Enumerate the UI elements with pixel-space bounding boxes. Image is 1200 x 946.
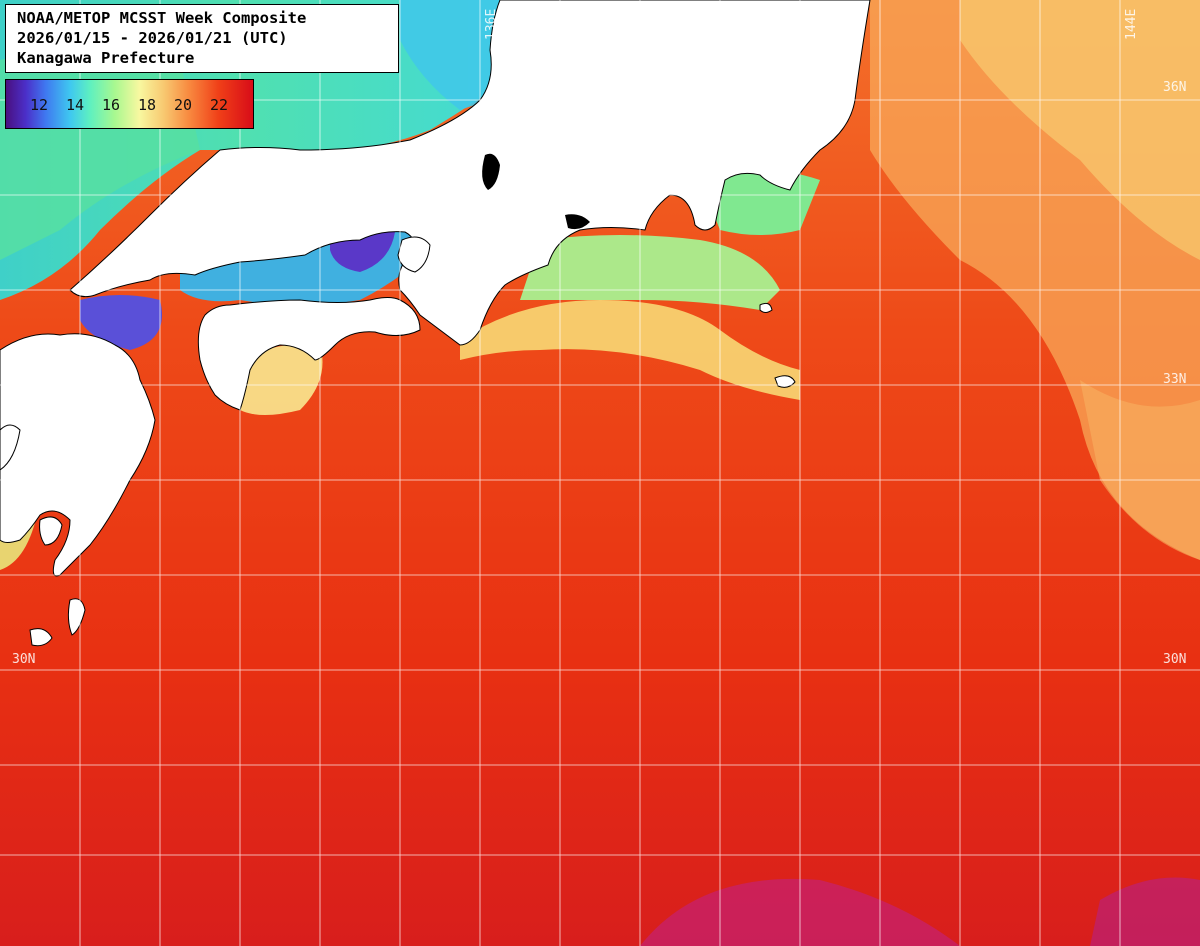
color-scale-legend: 12 14 16 18 20 22 [5, 79, 254, 129]
legend-label: 22 [210, 96, 229, 114]
title-line-2: 2026/01/15 - 2026/01/21 (UTC) [17, 29, 288, 47]
legend-label: 14 [66, 96, 85, 114]
lat-label-30n-right: 30N [1163, 652, 1187, 667]
shikoku [197, 297, 421, 411]
lon-label-136e: 136E [484, 8, 499, 40]
coastal-band [460, 300, 800, 400]
lat-label-33-left: 33 [12, 372, 28, 387]
lat-label-33n: 33N [1163, 372, 1187, 387]
kyushu [0, 333, 156, 577]
legend-label: 18 [138, 96, 157, 114]
lon-label-144e: 144E [1124, 8, 1139, 40]
honshu [69, 0, 871, 346]
lat-label-36n: 36N [1163, 80, 1187, 95]
lat-label-30n-left: 30N [12, 652, 36, 667]
lake [482, 153, 500, 190]
legend-label: 16 [102, 96, 121, 114]
legend-labels: 12 14 16 18 20 22 [30, 96, 246, 114]
legend-label: 20 [174, 96, 193, 114]
title-line-1: NOAA/METOP MCSST Week Composite [17, 9, 307, 27]
title-line-3: Kanagawa Prefecture [17, 49, 195, 67]
title-box: NOAA/METOP MCSST Week Composite 2026/01/… [5, 4, 399, 73]
land [0, 0, 871, 647]
legend-label: 12 [30, 96, 49, 114]
